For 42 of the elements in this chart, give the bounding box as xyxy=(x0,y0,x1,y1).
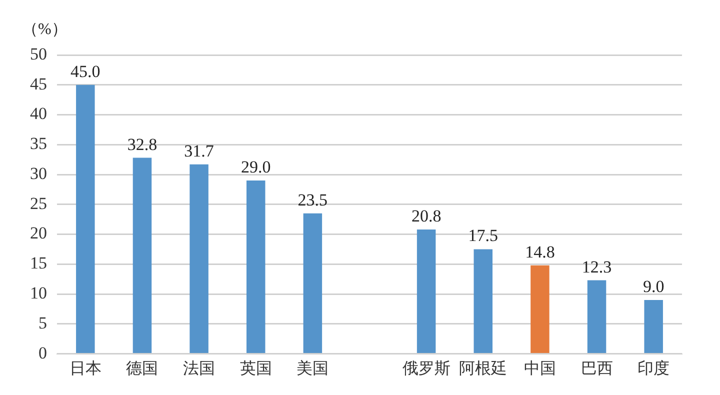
bar xyxy=(76,84,95,354)
x-tick-label: 英国 xyxy=(240,360,272,378)
data-label: 20.8 xyxy=(411,206,442,226)
y-tick-label: 25 xyxy=(30,194,47,213)
bar xyxy=(132,158,152,354)
y-tick-label: 45 xyxy=(30,74,47,94)
bar xyxy=(530,265,550,354)
data-label: 45.0 xyxy=(70,62,100,81)
bar xyxy=(587,280,606,354)
x-tick-label: 法国 xyxy=(183,360,216,378)
x-tick-label: 印度 xyxy=(638,360,670,378)
data-label: 23.5 xyxy=(298,190,328,210)
x-tick-label: 巴西 xyxy=(580,360,613,378)
y-tick-label: 30 xyxy=(30,164,47,183)
bar xyxy=(474,249,493,354)
bar xyxy=(190,164,208,354)
y-tick-label: 15 xyxy=(30,254,47,273)
y-tick-label: 40 xyxy=(30,104,47,124)
y-tick-label: 35 xyxy=(30,134,47,154)
x-tick-label: 德国 xyxy=(126,360,158,378)
x-tick-label: 美国 xyxy=(296,360,329,378)
data-label: 32.8 xyxy=(127,134,158,154)
x-tick-label: 俄罗斯 xyxy=(402,360,450,378)
y-tick-label: 50 xyxy=(30,44,47,64)
bar xyxy=(644,300,663,354)
y-tick-label: 5 xyxy=(38,313,47,332)
x-tick-label: 阿根廷 xyxy=(459,360,508,378)
x-tick-label: 中国 xyxy=(524,360,556,378)
bar xyxy=(416,230,436,354)
y-tick-label: 0 xyxy=(38,343,47,362)
data-label: 31.7 xyxy=(184,141,214,160)
data-label: 17.5 xyxy=(468,226,498,246)
bar xyxy=(246,180,266,354)
y-tick-label: 20 xyxy=(30,224,47,243)
data-label: 14.8 xyxy=(525,242,555,262)
data-label: 9.0 xyxy=(642,276,664,296)
bar xyxy=(303,213,322,354)
y-axis-title: （%） xyxy=(22,21,68,38)
data-label: 12.3 xyxy=(582,257,612,276)
data-label: 29.0 xyxy=(240,157,271,176)
x-tick-label: 日本 xyxy=(69,360,102,378)
y-tick-label: 10 xyxy=(30,284,47,303)
